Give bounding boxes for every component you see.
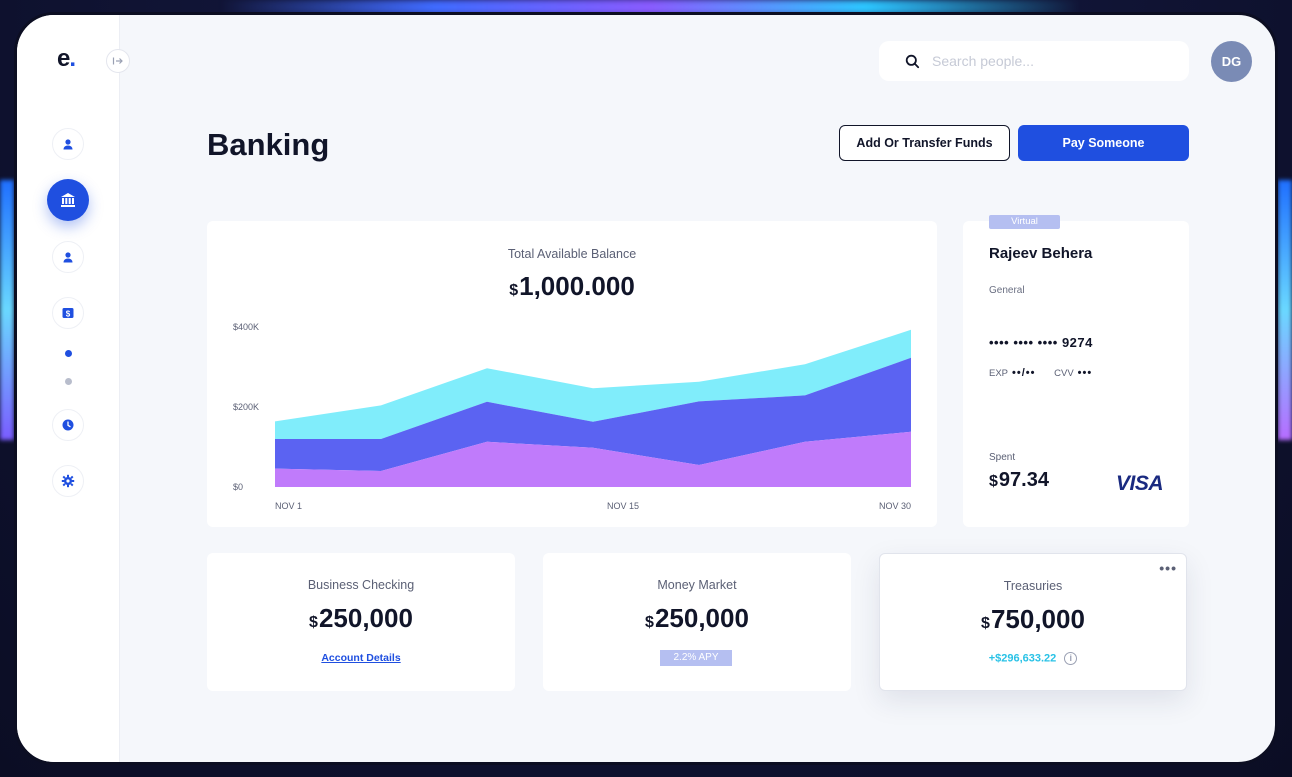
nav-history[interactable] [52,409,84,441]
virtual-card[interactable]: Virtual Rajeev Behera General •••• •••• … [963,215,1189,527]
person-icon [63,252,73,263]
account-details-link[interactable]: Account Details [321,652,401,664]
account-amount: $250,000 [645,603,749,633]
account-amount: $750,000 [981,604,1085,634]
nav-indicator [65,378,72,385]
app-window: e. $ DG Banking Add Or Transfer Funds Pa… [14,12,1278,765]
x-tick-label: NOV 1 [275,501,302,511]
cvv-value: ••• [1077,367,1093,379]
x-tick-label: NOV 30 [879,501,911,511]
add-transfer-funds-button[interactable]: Add Or Transfer Funds [839,125,1010,161]
user-icon [63,139,73,150]
info-icon[interactable]: i [1064,652,1078,665]
nav-banking[interactable] [47,179,89,221]
balance-area-chart: $400K $200K $0 NOV 1 NOV 15 NOV 30 [233,322,911,511]
account-card-money-market[interactable]: Money Market $250,000 2.2% APY [543,553,851,691]
cvv-label: CVV [1054,368,1074,379]
x-tick-label: NOV 15 [607,501,639,511]
nav-payments[interactable]: $ [52,297,84,329]
collapse-arrow-icon [112,57,123,65]
account-card-business-checking[interactable]: Business Checking $250,000 Account Detai… [207,553,515,691]
balance-card: Total Available Balance $1,000.000 $400K… [207,221,937,527]
account-title: Business Checking [307,578,415,592]
card-type: General [989,285,1025,296]
area-series-3 [275,329,911,439]
virtual-tag: Virtual [989,215,1060,229]
nav-indicator-active [65,350,72,357]
spent-amount: $97.34 [989,469,1049,491]
card-number: •••• •••• •••• 9274 [989,335,1093,350]
area-series-2 [275,357,911,471]
y-tick-label: $0 [233,482,243,492]
search-input[interactable] [932,53,1162,69]
search-icon [905,54,920,68]
bank-icon [61,193,75,207]
account-card-treasuries[interactable]: ••• Treasuries $750,000 +$296,633.22 i [879,553,1187,691]
gear-icon [61,474,75,488]
balance-amount: $1,000.000 [509,271,635,301]
gain-value: +$296,633.22 [988,652,1057,665]
clock-icon [62,419,74,431]
nav-people[interactable] [52,241,84,273]
account-amount: $250,000 [309,603,413,633]
exp-value: ••/•• [1012,367,1036,379]
account-title: Money Market [657,578,737,592]
app-logo[interactable]: e. [57,45,76,72]
sidebar: e. $ [17,15,120,762]
backdrop-glow-left [0,180,14,440]
dollar-icon: $ [62,308,74,318]
nav-settings[interactable] [52,465,84,497]
backdrop-glow-top [220,0,1080,14]
page-title: Banking [207,127,330,162]
svg-text:$: $ [66,309,71,318]
gain-row: +$296,633.22 i [880,652,1186,665]
area-series-1 [275,431,911,487]
sidebar-collapse-button[interactable] [106,49,130,73]
visa-logo: VISA [1115,472,1164,495]
nav-profile[interactable] [52,128,84,160]
spent-label: Spent [989,452,1016,463]
y-tick-label: $400K [233,322,259,332]
account-title: Treasuries [1003,579,1063,593]
user-avatar[interactable]: DG [1211,41,1252,82]
backdrop-glow-right [1278,180,1292,440]
card-meta: EXP ••/•• CVV ••• [989,367,1092,379]
apy-badge: 2.2% APY [660,650,732,666]
pay-someone-button[interactable]: Pay Someone [1018,125,1189,161]
more-options-icon[interactable]: ••• [1159,560,1177,576]
balance-label: Total Available Balance [507,247,637,261]
y-tick-label: $200K [233,402,259,412]
exp-label: EXP [989,368,1009,379]
card-holder-name: Rajeev Behera [989,245,1093,262]
search-bar[interactable] [879,41,1189,81]
